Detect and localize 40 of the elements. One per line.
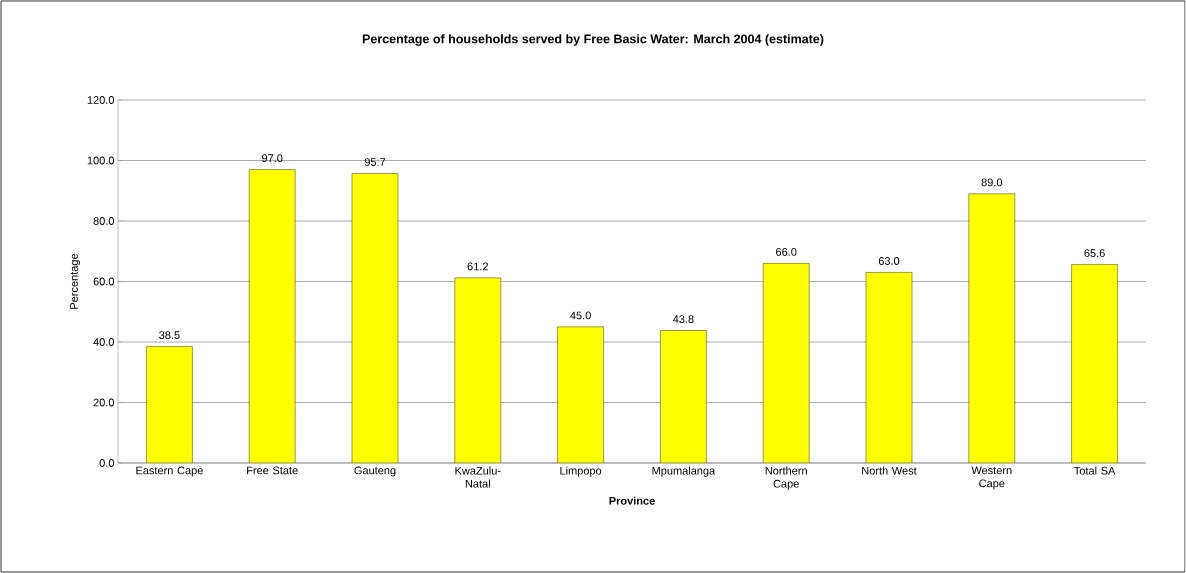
y-tick-label: 0.0 [99, 459, 115, 467]
x-tick-label: Limpopo [560, 466, 602, 477]
bar [660, 330, 707, 463]
data-label: 97.0 [262, 154, 283, 163]
bar [1071, 264, 1118, 463]
y-tick-label: 80.0 [93, 217, 115, 225]
bar [146, 346, 193, 463]
x-tick-label: Total SA [1074, 466, 1116, 475]
bar [865, 272, 913, 463]
y-tick-label: 20.0 [93, 398, 115, 407]
x-axis-title: Province [609, 496, 655, 505]
bar [249, 169, 296, 463]
x-tick-label: North West [862, 466, 917, 475]
data-label: 38.5 [159, 331, 180, 339]
chart-title: Percentage of households served by Free Basic Water: March 2004 (estimate) [362, 34, 824, 46]
x-tick-label: Western Cape [971, 466, 1012, 490]
bar [557, 326, 604, 463]
data-label: 45.0 [570, 311, 591, 320]
data-label: 66.0 [776, 248, 797, 256]
x-tick-label: Gauteng [354, 466, 396, 477]
data-label: 95.7 [364, 158, 386, 166]
bar [351, 173, 399, 463]
y-tick-label: 100.0 [87, 156, 115, 165]
data-label: 63.0 [878, 257, 900, 265]
data-label: 43.8 [672, 315, 694, 323]
y-tick-label: 60.0 [93, 277, 115, 286]
x-tick-label: Eastern Cape [136, 466, 203, 477]
bar [763, 263, 810, 463]
y-tick-label: 120.0 [87, 96, 115, 104]
y-tick-label: 40.0 [93, 338, 115, 346]
y-axis-title: Percentage [70, 253, 81, 309]
x-tick-label: Northern Cape [765, 466, 807, 490]
data-label: 65.6 [1084, 249, 1105, 258]
data-label: 89.0 [981, 178, 1003, 187]
bar [968, 193, 1015, 463]
x-tick-label: KwaZulu-Natal [455, 466, 501, 488]
bar [454, 277, 501, 463]
x-tick-label: Free State [247, 466, 298, 475]
data-label: 61.2 [467, 262, 488, 271]
x-tick-label: Mpumalanga [652, 466, 716, 477]
